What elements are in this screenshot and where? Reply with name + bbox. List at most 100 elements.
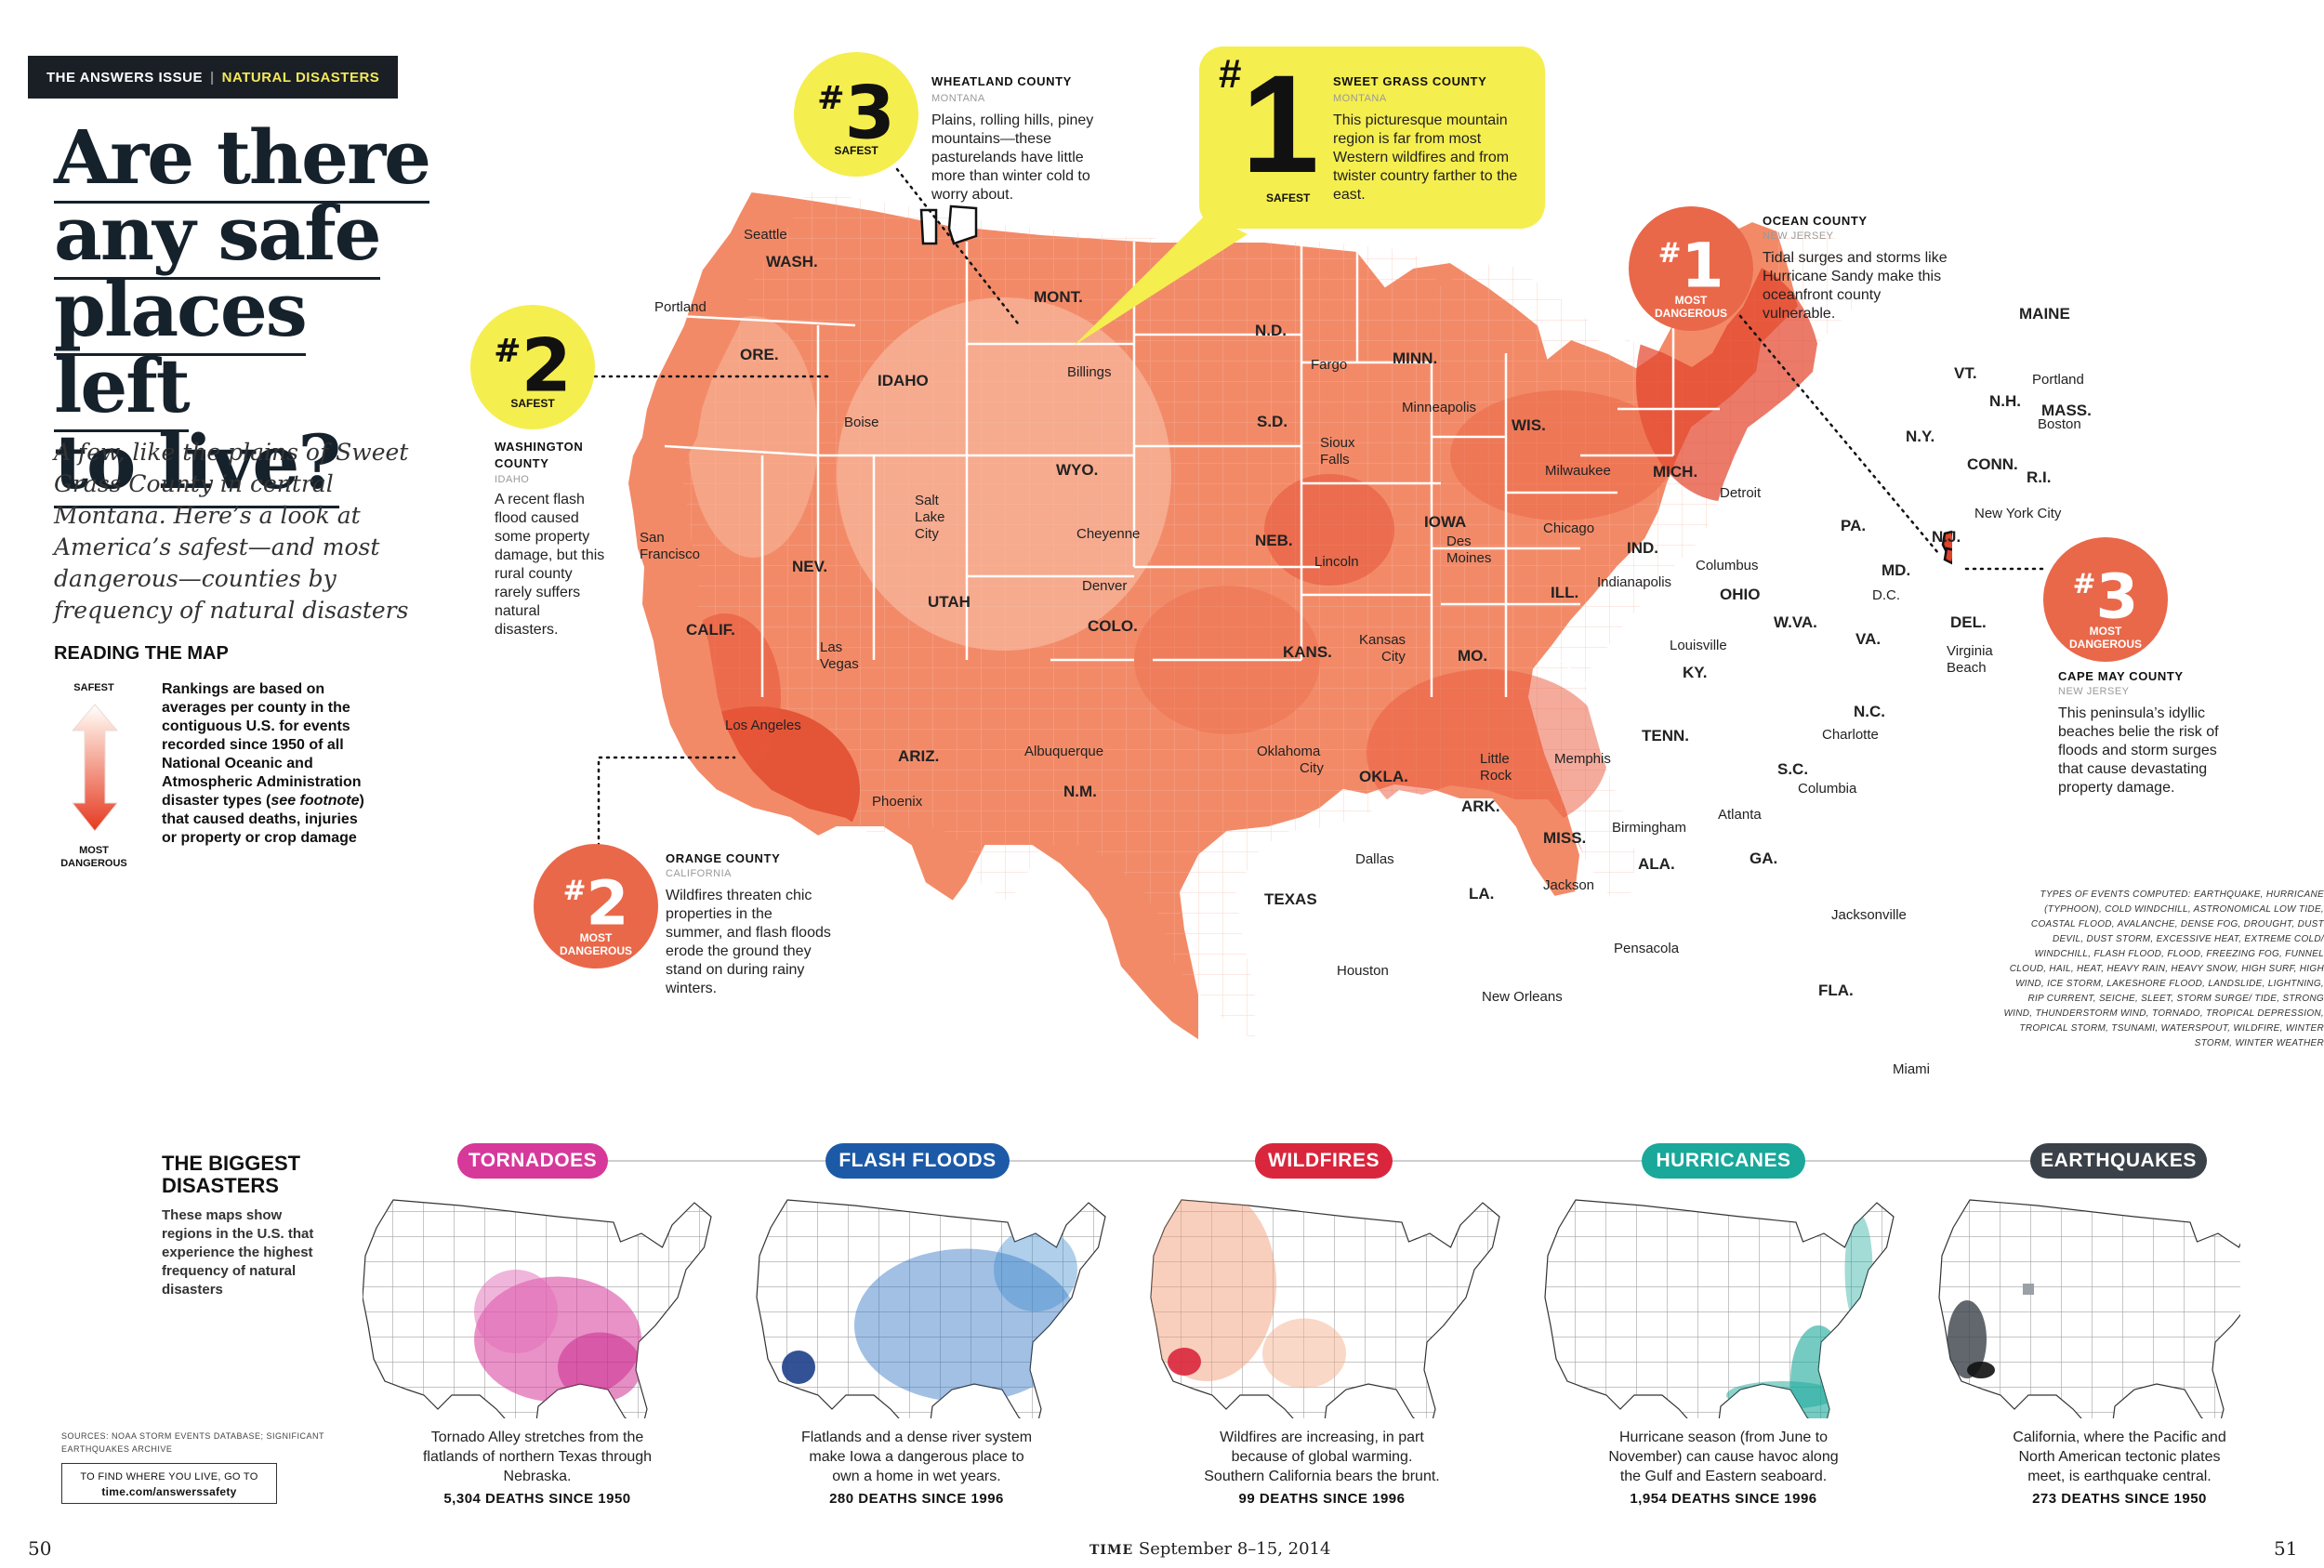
pill-flash-floods: FLASH FLOODS [825,1143,1010,1179]
city-fargo: Fargo [1311,357,1348,373]
deaths-earthquakes: 273 DEATHS SINCE 1950 [2032,1491,2207,1507]
section-kicker: THE ANSWERS ISSUE | NATURAL DISASTERS [28,56,399,99]
city-billings: Billings [1067,364,1112,380]
city-chicago: Chicago [1543,520,1595,536]
headline-line-4: to live? [54,418,341,508]
sources-note: SOURCES: NOAA STORM EVENTS DATABASE; SIG… [61,1431,324,1454]
city-miami: Miami [1893,1061,1930,1077]
state-label-pa: PA. [1841,517,1867,534]
deaths-tornadoes: 5,304 DEATHS SINCE 1950 [443,1491,631,1507]
city-birmingham: Birmingham [1612,820,1687,836]
city-indianapolis: Indianapolis [1597,574,1672,590]
city-seattle: Seattle [744,227,787,243]
badge-safest-2: #2 SAFEST [470,305,595,429]
kicker-section: THE ANSWERS ISSUE [46,69,203,86]
state-label-ark: ARK. [1461,797,1500,815]
dangerous-3-county: CAPE MAY COUNTY [2058,669,2184,683]
find-where-you-live-box: TO FIND WHERE YOU LIVE, GO TO time.com/a… [61,1463,277,1504]
find-line-1: TO FIND WHERE YOU LIVE, GO TO [80,1471,258,1482]
state-label-neb: NEB. [1255,532,1293,549]
dangerous-1-text: Tidal surges and storms like Hurricane S… [1763,250,1948,322]
state-label-colo: COLO. [1088,617,1138,635]
wheatland-county-marker [919,208,938,245]
city-lincoln: Lincoln [1314,554,1359,570]
city-detroit: Detroit [1720,485,1762,501]
city-sioux-falls: Sioux Falls [1320,435,1355,468]
state-label-utah: UTAH [928,593,971,611]
page-number-left: 50 [28,1537,52,1560]
dangerous-2-text: Wildfires threaten chic properties in th… [666,888,831,996]
state-label-ny: N.Y. [1906,428,1935,445]
city-denver: Denver [1082,578,1128,594]
state-label-ariz: ARIZ. [898,747,940,765]
kicker-topic: NATURAL DISASTERS [221,69,380,86]
state-label-wva: W.VA. [1774,613,1817,631]
safest-1-text: This picturesque mountain region is far … [1333,112,1518,203]
city-portland-or: Portland [654,299,706,315]
legend-dangerous-line-1: MOST [79,845,109,856]
headline-line-2: any safe [54,190,382,280]
headline-line-1: Are there [54,113,431,204]
safest-3-state: MONTANA [931,93,985,104]
city-boise: Boise [844,415,879,430]
badge-dangerous-2: #2 MOST DANGEROUS [534,844,658,968]
state-label-ala: ALA. [1638,855,1675,873]
caption-hurricanes: Hurricane season (from June to November)… [1608,1430,1839,1484]
city-los-angeles: Los Angeles [725,718,801,733]
cape-may-county-marker [1943,547,1952,565]
state-label-mass: MASS. [2041,402,2092,419]
pill-hurricanes: HURRICANES [1642,1143,1805,1179]
state-label-mont: MONT. [1034,288,1083,306]
mini-map-tornadoes [363,1199,712,1418]
state-label-minn: MINN. [1393,349,1438,367]
state-label-maine: MAINE [2019,305,2070,323]
pill-earthquakes: EARTHQUAKES [2030,1143,2207,1179]
city-kansas-city: Kansas City [1359,632,1406,665]
legend-safest-label: SAFEST [73,682,114,693]
dangerous-2-state: CALIFORNIA [666,868,733,879]
safest-1-state: MONTANA [1333,93,1387,104]
reading-map-text: Rankings are based on averages per count… [162,681,364,846]
state-label-ill: ILL. [1551,584,1579,601]
city-virginia-beach: Virginia Beach [1947,643,1993,676]
city-columbia: Columbia [1798,781,1857,797]
safest-3-text: Plains, rolling hills, piney mountains—t… [931,112,1094,203]
pill-tornadoes: TORNADOES [457,1143,608,1179]
legend-dangerous-line-2: DANGEROUS [60,858,127,869]
dangerous-2-county: ORANGE COUNTY [666,851,781,865]
mini-map-earthquakes [1938,1199,2240,1418]
city-pensacola: Pensacola [1614,941,1680,956]
caption-tornadoes: Tornado Alley stretches from the flatlan… [422,1430,653,1484]
kicker-separator: | [209,69,215,86]
folio-center: TIME September 8–15, 2014 [1089,1539,1331,1559]
state-label-md: MD. [1882,561,1911,579]
headline-line-3: places left [54,266,308,432]
deck-text: A few, like the plains of Sweet Grass Co… [54,439,409,624]
caption-wildfires: Wildfires are increasing, in part becaus… [1204,1430,1440,1484]
state-label-iowa: IOWA [1424,513,1467,531]
state-label-nm: N.M. [1063,783,1097,800]
city-las-vegas: Las Vegas [820,639,859,672]
state-label-sc: S.C. [1777,760,1809,778]
state-label-sd: S.D. [1257,413,1288,430]
headline: Are there any safe places left to live? [54,113,444,508]
mini-map-flash-floods [756,1199,1106,1418]
badge-safest-3: #3 SAFEST [794,52,918,177]
deaths-hurricanes: 1,954 DEATHS SINCE 1996 [1630,1491,1817,1507]
safest-2-state: IDAHO [495,474,530,485]
city-cheyenne: Cheyenne [1076,526,1141,542]
state-label-calif: CALIF. [686,621,735,639]
event-types-footnote: TYPES OF EVENTS COMPUTED: EARTHQUAKE, HU… [2003,889,2324,1048]
city-portland-me: Portland [2032,372,2084,388]
pill-wildfires: WILDFIRES [1255,1143,1393,1179]
state-label-tenn: TENN. [1642,727,1689,744]
page-number-right: 51 [2274,1537,2298,1560]
callout-safest-1 [1199,46,1545,229]
state-label-nc: N.C. [1854,703,1885,720]
safest-2-county: WASHINGTON COUNTY [495,440,584,470]
legend-dangerous-label: MOST DANGEROUS [52,844,136,870]
city-louisville: Louisville [1670,638,1727,653]
safest-3-county: WHEATLAND COUNTY [931,74,1072,88]
state-label-okla: OKLA. [1359,768,1408,785]
find-url-link[interactable]: time.com/answerssafety [101,1485,237,1498]
